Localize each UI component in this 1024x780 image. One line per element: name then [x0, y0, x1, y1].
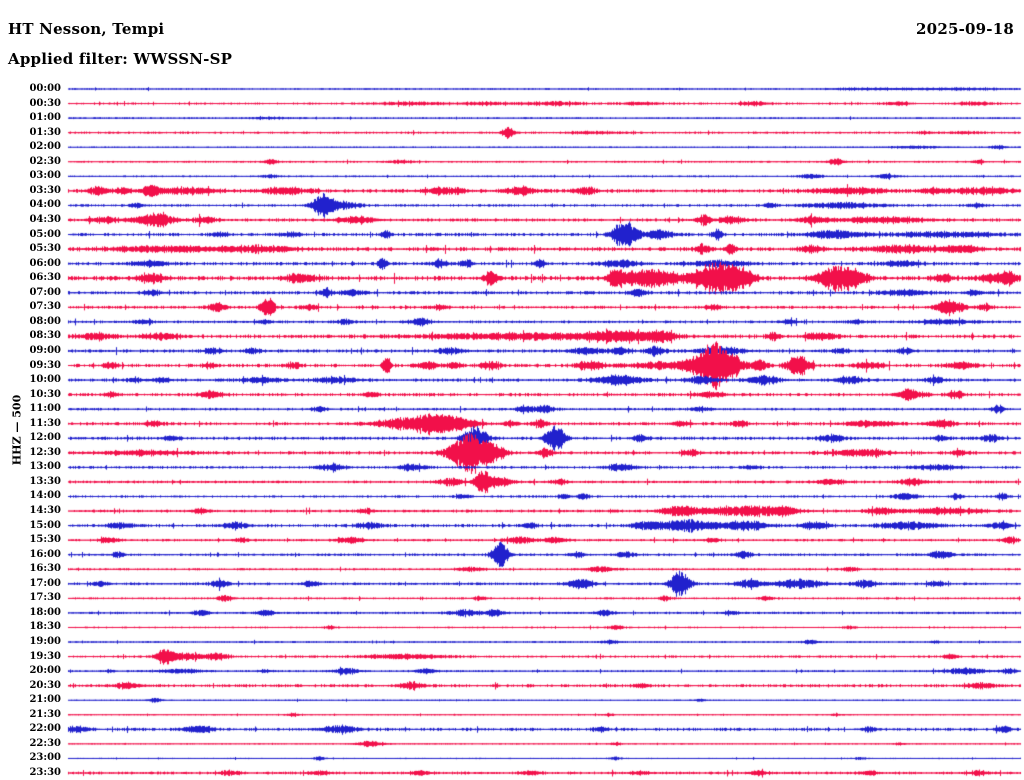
time-label: 19:00 [29, 636, 61, 647]
time-label: 06:00 [29, 257, 61, 269]
time-label: 03:30 [29, 184, 61, 196]
time-label: 13:00 [29, 461, 61, 473]
time-label: 16:30 [29, 563, 61, 575]
time-label: 05:00 [29, 228, 61, 240]
time-label: 09:00 [29, 344, 61, 356]
time-label: 02:00 [29, 141, 61, 153]
time-label: 20:00 [29, 665, 61, 677]
time-label: 18:00 [29, 606, 61, 618]
time-label: 15:00 [29, 519, 61, 531]
time-label: 16:00 [29, 548, 61, 560]
time-label: 11:30 [29, 417, 61, 429]
time-label: 13:30 [29, 475, 61, 487]
time-label: 14:00 [29, 490, 61, 502]
time-label: 20:30 [29, 679, 61, 691]
time-label: 01:00 [29, 112, 61, 124]
time-label: 01:30 [29, 126, 61, 138]
time-label: 12:00 [29, 432, 61, 444]
time-label: 03:00 [29, 170, 61, 182]
time-label: 23:00 [29, 752, 61, 764]
time-label: 17:00 [29, 577, 61, 589]
time-label: 04:00 [29, 199, 61, 211]
time-label: 21:30 [29, 708, 61, 720]
time-label: 15:30 [29, 534, 61, 546]
time-label: 10:30 [29, 388, 61, 400]
time-label: 08:30 [29, 330, 61, 342]
time-label: 19:30 [29, 650, 61, 662]
time-label: 00:30 [29, 97, 61, 109]
time-label: 22:30 [29, 737, 61, 749]
time-label: 18:30 [29, 621, 61, 633]
time-label: 05:30 [29, 243, 61, 255]
time-label: 02:30 [29, 155, 61, 167]
time-label: 11:00 [29, 403, 61, 415]
station-title: HT Nesson, Tempi [8, 20, 165, 38]
time-label: 07:30 [29, 301, 61, 313]
time-label: 10:00 [29, 374, 61, 386]
time-label: 07:00 [29, 286, 61, 298]
time-label: 00:00 [29, 83, 61, 94]
time-label: 14:30 [29, 505, 61, 517]
time-label: 12:30 [29, 446, 61, 458]
time-label: 04:30 [29, 213, 61, 225]
filter-label: Applied filter: WWSSN-SP [8, 50, 233, 68]
time-label: 23:30 [29, 766, 61, 778]
time-label: 21:00 [29, 694, 61, 706]
plot-date: 2025-09-18 [916, 20, 1014, 38]
time-label: 09:30 [29, 359, 61, 371]
time-label: 22:00 [29, 723, 61, 735]
time-label: 08:00 [29, 315, 61, 327]
time-label: 17:30 [29, 592, 61, 604]
time-label: 06:30 [29, 272, 61, 284]
